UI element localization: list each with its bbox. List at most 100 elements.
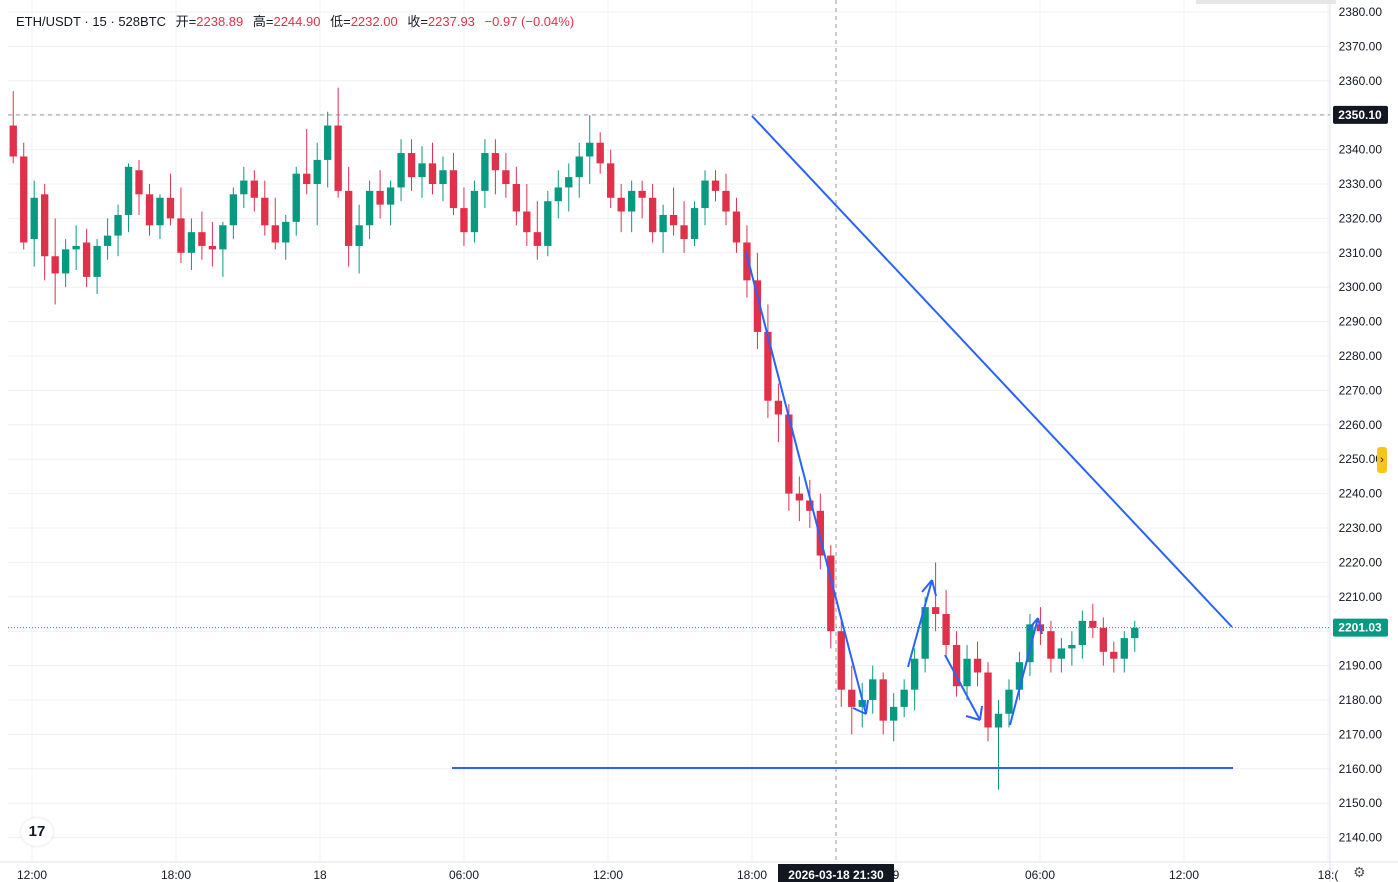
y-tick-label: 2150.00 (1339, 796, 1383, 810)
candle-body (627, 190, 636, 212)
y-tick-label: 2170.00 (1339, 727, 1383, 741)
last-price-label: 2201.03 (1338, 621, 1382, 635)
candle-body (72, 245, 80, 250)
y-tick-label: 2230.00 (1339, 521, 1383, 535)
candle-body (1026, 624, 1034, 663)
candle-body (1015, 662, 1024, 690)
high-value: 2244.90 (273, 14, 321, 29)
candle-body (481, 153, 489, 191)
candle-body (145, 194, 154, 226)
candle-body (785, 414, 793, 494)
candle-body (250, 180, 258, 198)
candle-body (41, 194, 49, 257)
crosshair-price-label: 2350.10 (1338, 108, 1382, 122)
x-tick-label: 18 (313, 868, 327, 882)
candle-body (208, 245, 217, 250)
candle-body (617, 197, 625, 212)
candle-body (1120, 638, 1128, 659)
candle-body (324, 125, 332, 160)
candle-body (376, 190, 384, 205)
x-tick-label: 18:( (1318, 868, 1339, 882)
close-value: 2237.93 (427, 14, 475, 29)
candle-body (156, 197, 164, 226)
x-tick-label: 06:00 (1025, 868, 1055, 882)
candle-body (984, 672, 992, 728)
candle-body (586, 142, 594, 157)
candle-body (816, 510, 824, 556)
candle-body (890, 706, 898, 721)
crosshair-price-tag (1333, 105, 1388, 124)
y-tick-label: 2140.00 (1339, 831, 1383, 845)
symbol-legend: ETH/USDT · 15 · 528BTC 开=2238.89 高=2244.… (16, 11, 574, 30)
candle-body (61, 249, 70, 274)
candle-body (334, 125, 342, 191)
y-tick-label: 2370.00 (1339, 39, 1383, 53)
x-tick-label: 18:00 (737, 868, 767, 882)
x-tick-label: 12:00 (17, 868, 47, 882)
gear-icon[interactable]: ⚙ (1353, 864, 1366, 880)
tradingview-logo[interactable]: 17 (21, 818, 53, 846)
candle-body (93, 245, 101, 277)
candle-body (669, 214, 678, 226)
y-tick-label: 2220.00 (1339, 555, 1383, 569)
candle-body (229, 194, 238, 226)
symbol-title: ETH/USDT · 15 · 528BTC (16, 14, 167, 29)
candle-body (177, 218, 185, 253)
candle-body (114, 214, 122, 236)
candle-body (869, 679, 877, 700)
y-tick-label: 2160.00 (1339, 762, 1383, 776)
candle-body (470, 190, 479, 233)
candle-body (533, 232, 541, 246)
candle-body (271, 225, 279, 243)
change-value: −0.97 (−0.04%) (484, 14, 575, 29)
candle-body (764, 331, 772, 401)
rebound-arrow-head (921, 579, 933, 593)
candle-body (690, 208, 699, 240)
candle-body (240, 180, 248, 195)
x-tick-label: 12:00 (593, 868, 623, 882)
candle-body (30, 197, 38, 240)
rebound-arrow-head-2 (931, 579, 937, 597)
y-tick-label: 2360.00 (1339, 74, 1383, 88)
recovery-arrow-head-2 (1037, 617, 1043, 635)
high-label: 高= (252, 14, 274, 29)
x-tick-label: 12:00 (1169, 868, 1199, 882)
candle-body (20, 156, 28, 243)
candle-body (219, 225, 227, 250)
candle-body (1005, 689, 1013, 714)
candle-body (711, 180, 720, 191)
candle-body (942, 614, 950, 645)
candle-body (303, 173, 311, 184)
candle-body (449, 170, 458, 209)
x-tick-label: 18:00 (161, 868, 191, 882)
candle-body (722, 190, 730, 212)
candle-body (365, 190, 374, 226)
candle-body (963, 658, 971, 687)
candle-body (774, 400, 783, 415)
candle-body (397, 153, 405, 188)
low-label: 低= (330, 14, 351, 29)
candle-body (554, 187, 562, 202)
y-tick-label: 2310.00 (1339, 246, 1383, 260)
candle-body (701, 180, 709, 209)
y-tick-label: 2260.00 (1339, 418, 1383, 432)
candle-body (1089, 620, 1097, 628)
y-tick-label: 2340.00 (1339, 143, 1383, 157)
crosshair-time-label: 2026-03-18 21:30 (788, 868, 884, 882)
y-tick-label: 2330.00 (1339, 177, 1383, 191)
candle-body (952, 644, 961, 687)
candle-body (806, 500, 814, 511)
pullback-arrow-head (965, 715, 981, 721)
candle-body (827, 555, 835, 632)
candle-body (795, 493, 804, 501)
candle-body (1068, 644, 1076, 649)
candle-body (1057, 648, 1066, 659)
candle-body (879, 679, 887, 721)
candle-body (753, 280, 762, 332)
candle-body (648, 197, 657, 233)
price-scale-handle-icon[interactable]: › (1377, 447, 1387, 473)
candle-body (544, 201, 552, 246)
y-tick-label: 2250.00 (1339, 452, 1383, 466)
candle-body (680, 225, 688, 240)
